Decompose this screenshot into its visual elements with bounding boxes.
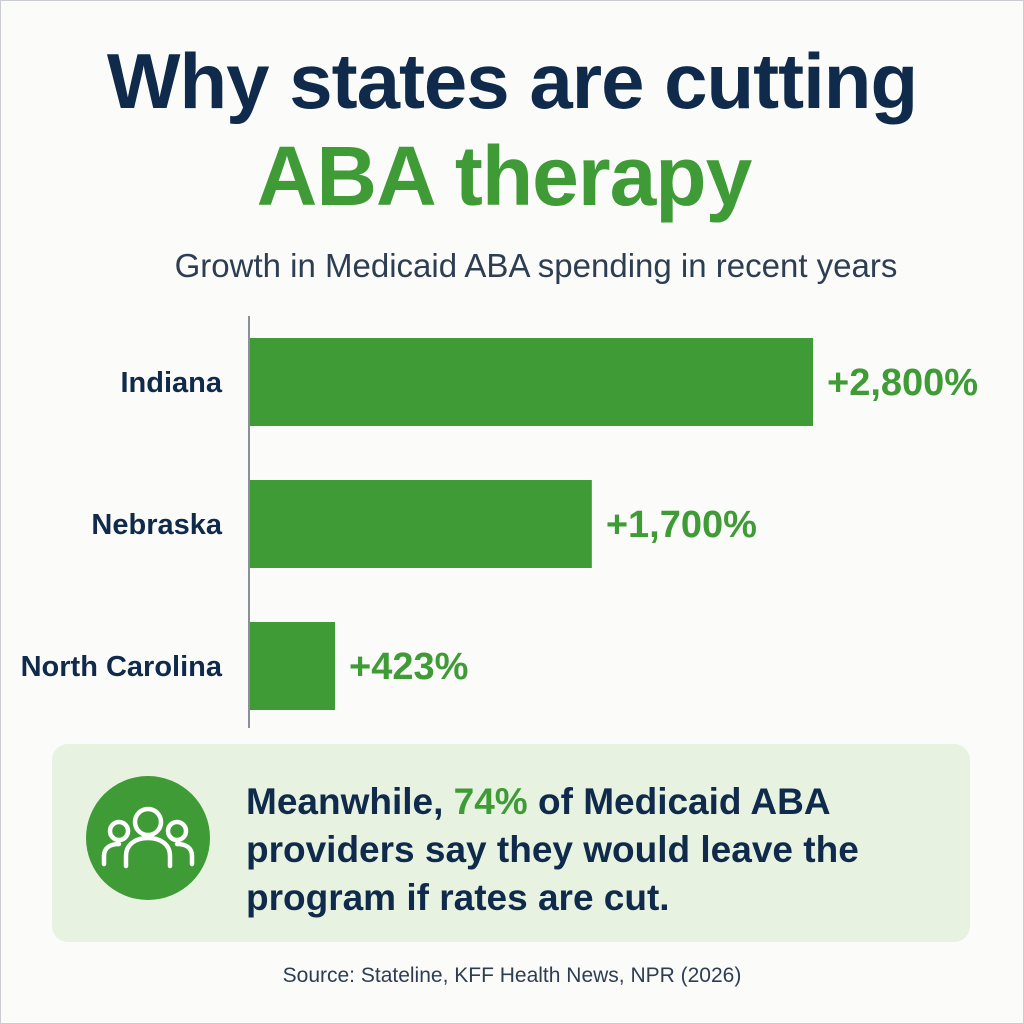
- people-group-icon: [86, 776, 210, 900]
- callout-text-before: Meanwhile,: [246, 781, 454, 822]
- category-label: North Carolina: [21, 651, 223, 683]
- title-line-1: Why states are cutting: [106, 37, 918, 125]
- value-label: +423%: [349, 646, 468, 688]
- bar-north-carolina: [250, 622, 336, 710]
- category-label: Nebraska: [91, 509, 222, 541]
- value-label: +1,700%: [606, 504, 757, 546]
- callout-highlight: 74%: [453, 781, 528, 822]
- bar-nebraska: [250, 480, 592, 568]
- bar-chart: Indiana +2,800% Nebraska +1,700% North Carol…: [21, 316, 978, 728]
- callout-text: Meanwhile, 74% of Medicaid ABA providers…: [246, 778, 946, 922]
- value-label: +2,800%: [827, 362, 978, 404]
- category-label: Indiana: [120, 367, 222, 399]
- chart-subtitle: Growth in Medicaid ABA spending in recen…: [174, 247, 898, 284]
- source-note: Source: Stateline, KFF Health News, NPR …: [282, 964, 742, 987]
- bar-indiana: [250, 338, 813, 426]
- title-line-2: ABA therapy: [256, 129, 753, 223]
- callout-text-after: of Medicaid ABA providers say they would…: [246, 781, 859, 918]
